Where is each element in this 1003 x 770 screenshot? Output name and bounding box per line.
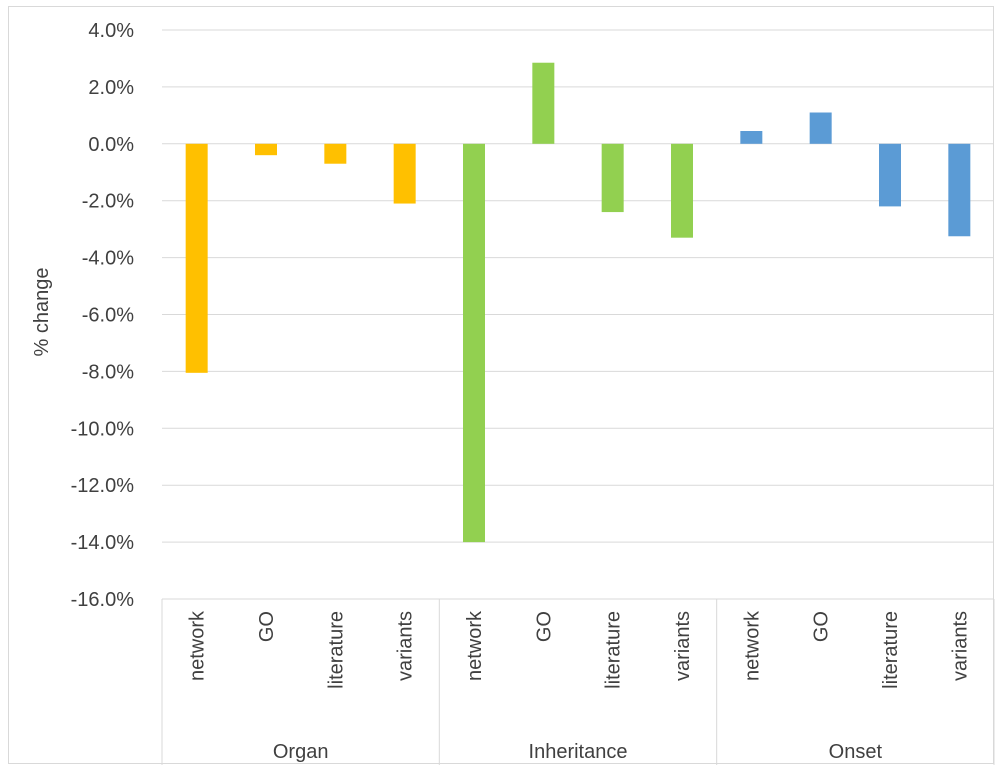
x-category-label: literature <box>880 611 902 689</box>
x-category-label: variants <box>672 611 694 681</box>
y-axis-label: % change <box>31 268 53 357</box>
chart-svg: 4.0% 2.0% 0.0% -2.0% -4.0% -6.0% -8.0% -10.0% -1… <box>31 20 995 765</box>
bar-inheritance-network <box>463 143 485 543</box>
x-category-label: variants <box>395 611 417 681</box>
bar-inheritance-go <box>532 62 555 144</box>
y-tick-label: -4.0% <box>82 248 134 270</box>
bars <box>185 62 971 543</box>
y-tick-label: -6.0% <box>82 305 134 327</box>
bar-onset-network <box>740 130 763 144</box>
x-category-label: GO <box>533 611 555 642</box>
bar-organ-go <box>255 143 277 156</box>
x-axis-category-labels: network GO literature variants network GO lite… <box>187 610 972 689</box>
bar-inheritance-variants <box>671 143 693 238</box>
x-category-label: network <box>464 610 486 681</box>
chart-frame: 4.0% 2.0% 0.0% -2.0% -4.0% -6.0% -8.0% -10.0% -1… <box>8 6 995 765</box>
x-category-label: literature <box>603 611 625 689</box>
y-tick-label: -16.0% <box>71 589 135 611</box>
axes <box>161 599 995 765</box>
y-axis-tick-labels: 4.0% 2.0% 0.0% -2.0% -4.0% -6.0% -8.0% -10.0% -1… <box>71 20 135 611</box>
y-tick-label: -10.0% <box>71 418 135 440</box>
y-tick-label: -8.0% <box>82 361 134 383</box>
y-tick-label: 0.0% <box>88 134 134 156</box>
x-category-label: network <box>187 610 209 681</box>
y-tick-label: -14.0% <box>71 532 135 554</box>
x-category-label: GO <box>256 611 278 642</box>
y-tick-label: 4.0% <box>88 20 134 42</box>
bar-onset-literature <box>879 143 901 207</box>
bar-onset-variants <box>948 143 971 237</box>
x-axis-group-labels: Organ Inheritance Onset <box>273 741 883 763</box>
bar-organ-variants <box>393 143 416 204</box>
group-label-inheritance: Inheritance <box>529 741 628 763</box>
y-tick-label: -12.0% <box>71 475 135 497</box>
x-category-label: GO <box>811 611 833 642</box>
bar-inheritance-literature <box>601 143 624 213</box>
x-category-label: variants <box>949 611 971 681</box>
group-label-onset: Onset <box>829 741 883 763</box>
gridlines <box>162 29 994 600</box>
x-category-label: literature <box>325 611 347 689</box>
bar-organ-literature <box>324 143 347 164</box>
bar-organ-network <box>185 143 208 373</box>
bar-onset-go <box>809 112 832 144</box>
x-category-label: network <box>741 610 763 681</box>
y-tick-label: 2.0% <box>88 77 134 99</box>
y-tick-label: -2.0% <box>82 191 134 213</box>
group-label-organ: Organ <box>273 741 329 763</box>
